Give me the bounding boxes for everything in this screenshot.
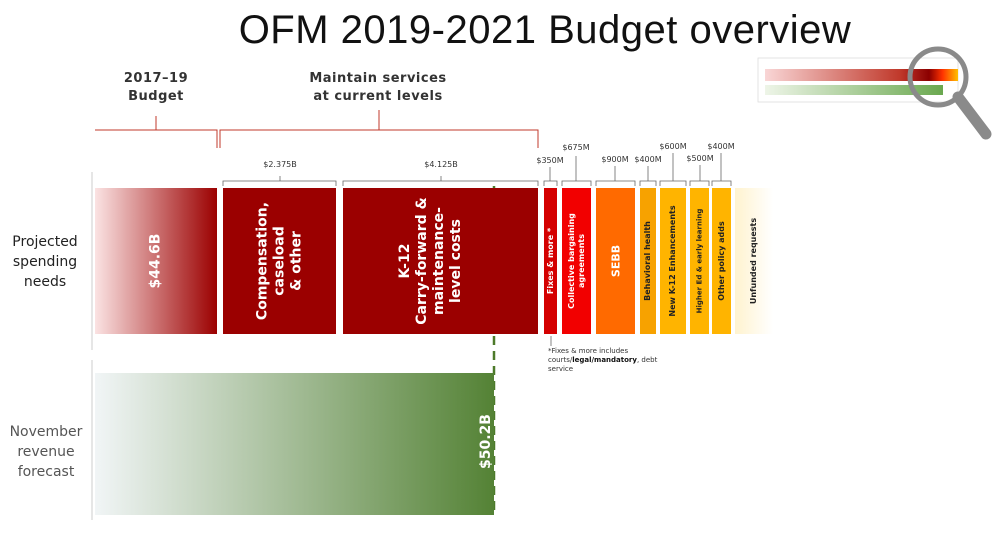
page-title: OFM 2019-2021 Budget overview — [238, 8, 852, 52]
bar-base-budget-text: $44.6B — [147, 233, 164, 289]
footnote-line1: *Fixes & more includes — [548, 347, 629, 355]
amount-higher-ed: $500M — [686, 154, 714, 163]
footnote-line2-post: , debt — [636, 356, 658, 364]
bar-fixes: Fixes & more * — [544, 188, 557, 334]
bar-new-k12-text: New K-12 Enhancements — [668, 205, 677, 317]
bar-k12-label: K-12 Carry-forward & maintenance- level … — [397, 197, 465, 324]
bar-revenue-label: $50.2B — [478, 414, 495, 469]
bar-revenue-text: $50.2B — [477, 414, 494, 469]
bar-compensation-line3: & other — [288, 231, 304, 291]
bar-behavioral: Behavioral health — [640, 188, 656, 334]
bar-k12-line1: K-12 — [396, 243, 413, 279]
footnote: *Fixes & more includes courts/legal/mand… — [548, 347, 658, 374]
bar-compensation-line2: caseload — [271, 226, 287, 296]
bar-compensation: Compensation, caseload & other — [223, 188, 336, 334]
magnifier-lens — [907, 46, 969, 108]
amount-other-policy: $400M — [707, 142, 735, 151]
bar-behavioral-text: Behavioral health — [643, 221, 652, 301]
bar-revenue: $50.2B — [95, 373, 494, 515]
row-label-revenue-line1: November — [9, 424, 83, 440]
header-maintain-services: Maintain services at current levels — [278, 70, 478, 106]
bar-k12-line2: Carry-forward & — [413, 197, 430, 325]
bar-sebb: SEBB — [596, 188, 635, 334]
bar-collective-line1: Collective bargaining — [566, 213, 576, 309]
bar-collective: Collective bargaining agreements — [562, 188, 591, 334]
bracket-maintain-services — [219, 110, 539, 148]
bar-unfunded: Unfunded requests — [735, 188, 773, 334]
bar-k12-line4: level costs — [447, 219, 464, 303]
bar-base-budget-label: $44.6B — [148, 234, 165, 289]
amount-new-k12: $600M — [659, 142, 687, 151]
bar-k12-line3: maintenance- — [430, 207, 447, 315]
bar-base-budget: $44.6B — [95, 188, 217, 334]
row-label-spending-line3: needs — [23, 274, 67, 290]
bar-other-policy: Other policy adds — [712, 188, 731, 334]
amount-compensation: $2.375B — [263, 160, 297, 169]
bar-new-k12: New K-12 Enhancements — [660, 188, 686, 334]
bar-collective-label: Collective bargaining agreements — [567, 213, 587, 309]
row-label-spending: Projected spending needs — [0, 232, 90, 292]
footnote-line2: courts/legal/mandatory, debt — [548, 356, 658, 365]
footnote-line2-pre: courts/ — [548, 356, 573, 364]
header-maintain-line1: Maintain services — [309, 71, 447, 86]
amount-fixes: $350M — [536, 156, 564, 165]
header-2017-line2: Budget — [128, 89, 184, 104]
bar-sebb-label: SEBB — [609, 245, 622, 277]
footnote-line2-bold: legal/mandatory — [572, 356, 637, 364]
footnote-line3: service — [548, 365, 574, 373]
bar-unfunded-text: Unfunded requests — [749, 217, 758, 305]
bar-other-policy-label: Other policy adds — [717, 221, 727, 301]
row-label-revenue-line3: forecast — [17, 464, 75, 480]
bar-compensation-label: Compensation, caseload & other — [254, 202, 305, 320]
bar-higher-ed-label: Higher Ed & early learning — [695, 209, 704, 314]
legend-spending-bar — [765, 69, 958, 81]
amount-brackets — [222, 153, 732, 186]
row-label-revenue: November revenue forecast — [0, 422, 92, 482]
header-2017-budget: 2017–19 Budget — [104, 70, 208, 106]
header-maintain-line2: at current levels — [313, 89, 443, 104]
bar-collective-line2: agreements — [576, 234, 586, 288]
bar-behavioral-label: Behavioral health — [643, 221, 653, 301]
amount-collective: $675M — [562, 143, 590, 152]
amount-sebb: $900M — [601, 155, 629, 164]
bracket-2017-budget — [95, 116, 218, 148]
amount-k12: $4.125B — [424, 160, 458, 169]
bar-compensation-line1: Compensation, — [254, 201, 270, 321]
bar-other-policy-text: Other policy adds — [716, 221, 726, 301]
amount-behavioral: $400M — [634, 155, 662, 164]
legend-revenue-bar — [765, 85, 943, 95]
row-label-spending-line1: Projected — [12, 234, 78, 250]
bar-higher-ed-text: Higher Ed & early learning — [695, 208, 703, 314]
magnifier-handle — [952, 91, 992, 140]
bar-new-k12-label: New K-12 Enhancements — [668, 205, 678, 316]
magnifier-legend — [757, 46, 992, 140]
row-label-spending-line2: spending — [12, 254, 78, 270]
header-2017-line1: 2017–19 — [123, 71, 189, 86]
bar-higher-ed: Higher Ed & early learning — [690, 188, 709, 334]
bar-unfunded-label: Unfunded requests — [749, 218, 759, 304]
row-label-revenue-line2: revenue — [17, 444, 75, 460]
bar-fixes-label: Fixes & more * — [546, 228, 556, 294]
bar-fixes-text: Fixes & more * — [545, 227, 555, 295]
bar-k12: K-12 Carry-forward & maintenance- level … — [343, 188, 538, 334]
bar-sebb-text: SEBB — [609, 244, 622, 278]
